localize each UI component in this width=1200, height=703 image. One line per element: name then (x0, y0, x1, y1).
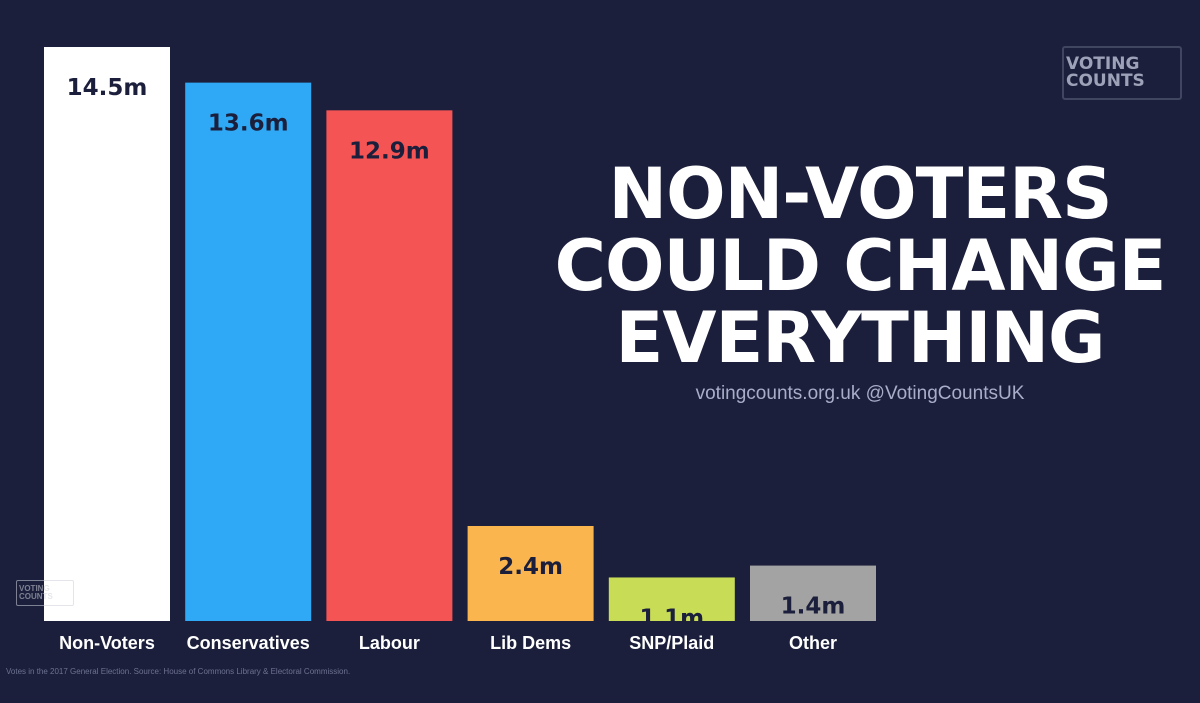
headline-line-3: EVERYTHING (615, 297, 1106, 379)
category-label-snp-plaid: SNP/Plaid (629, 633, 714, 653)
source-note: Votes in the 2017 General Election. Sour… (6, 667, 351, 676)
logo-line-1: VOTING (1066, 54, 1140, 74)
value-label-other: 1.4m (781, 594, 846, 620)
value-label-lib-dems: 2.4m (498, 554, 563, 580)
value-label-snp-plaid: 1.1m (639, 605, 704, 631)
logo-text: VOTING COUNTS (1066, 56, 1176, 90)
category-label-other: Other (789, 633, 837, 653)
bar-other (750, 565, 876, 621)
category-label-conservatives: Conservatives (187, 633, 310, 653)
website-handle: votingcounts.org.uk @VotingCountsUK (695, 383, 1025, 404)
category-label-labour: Labour (359, 633, 420, 653)
logo-line-2: COUNTS (1066, 71, 1145, 91)
watermark-line-1: VOTING (19, 584, 50, 593)
watermark-ballot-icon (16, 580, 74, 606)
category-label-lib-dems: Lib Dems (490, 633, 571, 653)
watermark-line-2: COUNTS (19, 592, 53, 601)
watermark-logo: VOTING COUNTS (16, 580, 74, 606)
bar-conservatives (185, 82, 312, 622)
headline-line-2: COULD CHANGE (554, 225, 1167, 307)
bar-labour (326, 110, 453, 622)
bar-lib-dems (467, 525, 594, 621)
voting-counts-logo: VOTING COUNTS (1062, 46, 1182, 100)
headline: NON-VOTERS COULD CHANGE EVERYTHING (520, 158, 1200, 374)
bar-non-voters (44, 47, 170, 621)
headline-line-1: NON-VOTERS (608, 153, 1113, 235)
value-label-labour: 12.9m (349, 138, 430, 164)
value-label-non-voters: 14.5m (67, 75, 148, 101)
value-label-conservatives: 13.6m (208, 111, 289, 137)
category-label-non-voters: Non-Voters (59, 633, 155, 653)
ballot-box-icon (1062, 46, 1182, 100)
watermark-text: VOTING COUNTS (19, 585, 53, 601)
bar-snp-plaid (608, 577, 735, 621)
